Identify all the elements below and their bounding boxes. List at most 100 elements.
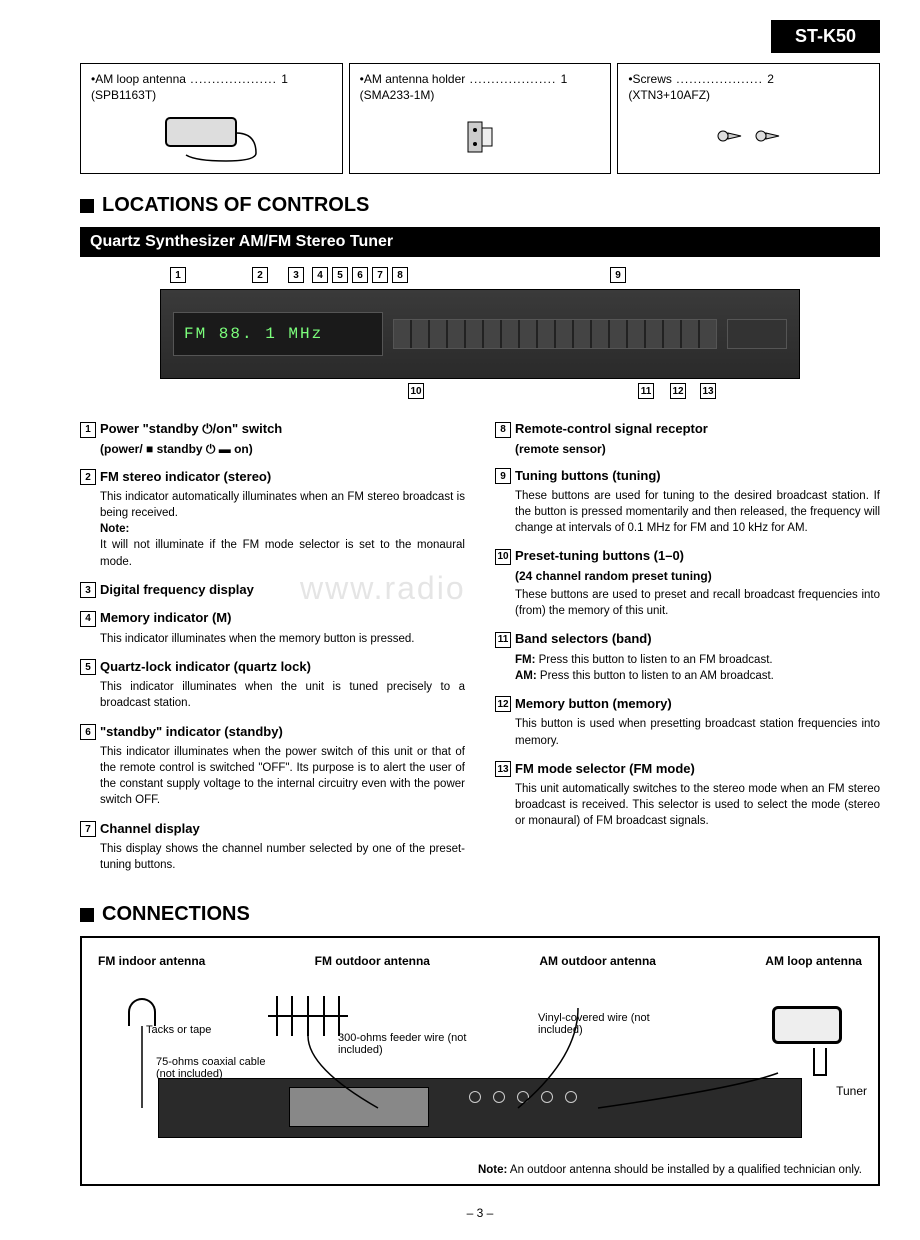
control-item-1: 1Power "standby ⏻/on" switch(power/ ■ st… [80, 421, 465, 457]
control-item-subtitle: (24 channel random preset tuning) [515, 569, 880, 583]
parts-box-holder: •AM antenna holder1 (SMA233-1M) [349, 63, 612, 174]
page-number: – 3 – [80, 1206, 880, 1220]
tuner-front-panel: FM 88. 1 MHz [160, 289, 800, 379]
note-label: Note: [100, 521, 465, 537]
tuner-diagram: 123456789 FM 88. 1 MHz 10111213 [160, 267, 800, 401]
control-item-title: 4Memory indicator (M) [80, 610, 465, 627]
control-item-12: 12Memory button (memory)This button is u… [495, 696, 880, 749]
control-item-number: 4 [80, 611, 96, 627]
control-item-9: 9Tuning buttons (tuning) These buttons ar… [495, 468, 880, 537]
label-coax: 75-ohms coaxial cable (not included) [156, 1056, 276, 1080]
control-item-body: This unit automatically switches to the … [515, 781, 880, 829]
control-item-title-text: Channel display [100, 821, 200, 836]
control-item-title-text: FM stereo indicator (stereo) [100, 469, 271, 484]
fm-indoor-antenna-icon [128, 998, 156, 1026]
note-text: It will not illuminate if the FM mode se… [100, 539, 465, 567]
parts-box-screws: •Screws2 (XTN3+10AFZ) [617, 63, 880, 174]
part-number: (XTN3+10AFZ) [628, 88, 869, 102]
control-item-title: 10Preset-tuning buttons (1–0) [495, 548, 880, 565]
control-item-title-text: Digital frequency display [100, 582, 254, 597]
part-qty: 1 [281, 72, 288, 86]
control-item-body: This indicator illuminates when the memo… [100, 631, 465, 647]
control-item-5: 5Quartz-lock indicator (quartz lock)This… [80, 659, 465, 712]
terminal-icon [541, 1091, 553, 1103]
control-item-number: 5 [80, 659, 96, 675]
callout-4: 4 [312, 267, 328, 283]
control-item-title: 6"standby" indicator (standby) [80, 724, 465, 741]
control-item-body: FM: Press this button to listen to an FM… [515, 652, 880, 684]
connections-note: Note: An outdoor antenna should be insta… [98, 1164, 862, 1176]
control-item-number: 1 [80, 422, 96, 438]
control-item-number: 11 [495, 632, 511, 648]
callout-6: 6 [352, 267, 368, 283]
am-loop-bracket-icon [813, 1048, 827, 1076]
control-item-title-text: Quartz-lock indicator (quartz lock) [100, 659, 311, 674]
parts-box-am-loop: •AM loop antenna1 (SPB1163T) [80, 63, 343, 174]
section-title-text: LOCATIONS OF CONTROLS [102, 194, 369, 217]
control-item-3: 3Digital frequency display [80, 582, 465, 599]
conn-label-fm-outdoor: FM outdoor antenna [315, 954, 430, 968]
fm-outdoor-antenna-icon [268, 996, 348, 1036]
conn-label-am-outdoor: AM outdoor antenna [539, 954, 656, 968]
control-item-title: 8 Remote-control signal receptor [495, 421, 880, 438]
control-item-body-line: FM: Press this button to listen to an FM… [515, 652, 880, 668]
label-tacks: Tacks or tape [146, 1024, 211, 1036]
control-item-title: 3Digital frequency display [80, 582, 465, 599]
callout-5: 5 [332, 267, 348, 283]
control-item-title-text: Memory button (memory) [515, 696, 672, 711]
holder-illustration [360, 110, 601, 165]
part-qty: 1 [561, 72, 568, 86]
callout-3: 3 [288, 267, 304, 283]
tuner-rear-panel [158, 1078, 802, 1138]
control-item-2: 2FM stereo indicator (stereo) This indica… [80, 469, 465, 570]
control-item-title-text: Remote-control signal receptor [515, 421, 708, 436]
control-item-number: 13 [495, 761, 511, 777]
subheader-bar: Quartz Synthesizer AM/FM Stereo Tuner [80, 227, 880, 257]
callout-13: 13 [700, 383, 716, 399]
control-item-title-text: FM mode selector (FM mode) [515, 761, 695, 776]
am-loop-antenna-icon [772, 1006, 842, 1044]
control-item-title-text: "standby" indicator (standby) [100, 724, 283, 739]
control-item-title-text: Preset-tuning buttons (1–0) [515, 548, 684, 563]
conn-labels-row: FM indoor antenna FM outdoor antenna AM … [98, 954, 862, 968]
part-number: (SMA233-1M) [360, 88, 601, 102]
control-item-body: This display shows the channel number se… [100, 841, 465, 873]
callout-row-bottom: 10111213 [160, 383, 800, 401]
control-item-10: 10Preset-tuning buttons (1–0) (24 channel… [495, 548, 880, 619]
tuner-display: FM 88. 1 MHz [173, 312, 383, 356]
note-text: An outdoor antenna should be installed b… [510, 1164, 862, 1176]
terminal-icon [469, 1091, 481, 1103]
part-name: AM loop antenna [95, 72, 186, 86]
control-item-title: 5 Quartz-lock indicator (quartz lock) [80, 659, 465, 676]
control-item-title: 11 Band selectors (band) [495, 631, 880, 648]
bullet-square-icon [80, 908, 94, 922]
control-item-title-text: Tuning buttons (tuning) [515, 468, 661, 483]
connections-diagram: Tacks or tape 75-ohms coaxial cable (not… [98, 978, 862, 1158]
callout-7: 7 [372, 267, 388, 283]
part-qty: 2 [767, 72, 774, 86]
control-item-title: 9Tuning buttons (tuning) [495, 468, 880, 485]
control-item-title: 7Channel display [80, 821, 465, 838]
control-item-11: 11 Band selectors (band) FM: Press this bu… [495, 631, 880, 684]
control-item-title: 12Memory button (memory) [495, 696, 880, 713]
terminal-icon [565, 1091, 577, 1103]
conn-label-am-loop: AM loop antenna [765, 954, 862, 968]
control-item-6: 6"standby" indicator (standby)This indic… [80, 724, 465, 809]
tuner-preset-buttons [393, 319, 717, 349]
control-item-subtitle: (remote sensor) [515, 442, 880, 456]
control-item-title: 1Power "standby ⏻/on" switch [80, 421, 465, 438]
control-item-number: 8 [495, 422, 511, 438]
note-label: Note: [478, 1164, 507, 1176]
section-title-connections: CONNECTIONS [80, 903, 880, 926]
control-item-body: These buttons are used for tuning to the… [515, 488, 880, 536]
controls-col-right: 8 Remote-control signal receptor (remote s… [495, 421, 880, 885]
part-line: •AM loop antenna1 [91, 72, 332, 86]
control-item-title-text: Band selectors (band) [515, 631, 652, 646]
control-item-body: This indicator automatically illuminates… [100, 489, 465, 569]
control-item-title: 2FM stereo indicator (stereo) [80, 469, 465, 486]
terminal-icon [517, 1091, 529, 1103]
parts-row: •AM loop antenna1 (SPB1163T) •AM antenna… [80, 63, 880, 174]
control-item-title: 13 FM mode selector (FM mode) [495, 761, 880, 778]
part-name: AM antenna holder [364, 72, 465, 86]
label-vinyl: Vinyl-covered wire (not included) [538, 1012, 658, 1036]
